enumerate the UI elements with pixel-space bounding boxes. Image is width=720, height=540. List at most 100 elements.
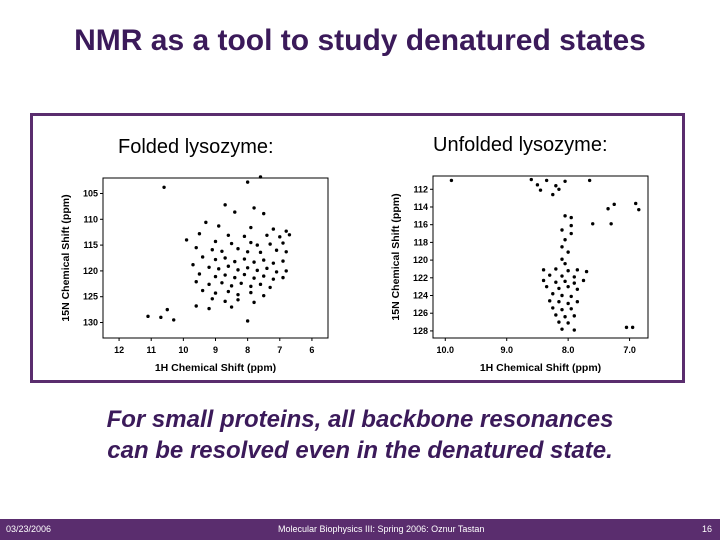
footer-date: 03/23/2006 bbox=[6, 524, 52, 534]
peak-point bbox=[541, 268, 546, 272]
peak-point bbox=[560, 327, 564, 331]
peak-point bbox=[268, 242, 272, 246]
peak-point bbox=[223, 256, 227, 260]
x-tick-label: 7.0 bbox=[623, 345, 636, 355]
peak-point bbox=[554, 313, 558, 317]
folded-hsqc-chart: 12 11 10 9 8 7 6 105 110 115 120 125 130 1H Chemical … bbox=[60, 175, 329, 374]
peak-point bbox=[634, 201, 638, 206]
peak-point bbox=[529, 177, 533, 182]
peak-point bbox=[544, 284, 549, 289]
x-axis-label: 1H Chemical Shift (ppm) bbox=[480, 362, 601, 374]
peak-point bbox=[229, 305, 234, 309]
peak-point bbox=[242, 257, 247, 261]
peak-point bbox=[575, 287, 580, 292]
peak-point bbox=[572, 281, 576, 285]
peak-point bbox=[210, 297, 214, 301]
peak-point bbox=[630, 325, 635, 330]
footer-page-number: 16 bbox=[701, 524, 712, 534]
peak-point bbox=[591, 222, 595, 226]
slide-title: NMR as a tool to study denatured states bbox=[74, 24, 646, 57]
peak-point bbox=[281, 241, 285, 245]
peak-point bbox=[563, 179, 567, 184]
peak-point bbox=[194, 304, 198, 308]
y-tick-label: 130 bbox=[83, 318, 98, 328]
peak-point bbox=[233, 275, 237, 280]
peak-point bbox=[239, 281, 243, 285]
y-tick-label: 110 bbox=[83, 214, 98, 224]
footer-course: Molecular Biophysics III: Spring 2006: O… bbox=[278, 524, 485, 534]
y-axis-label: 15N Chemical Shift (ppm) bbox=[60, 194, 72, 321]
peak-point bbox=[566, 284, 570, 289]
peak-point bbox=[162, 185, 166, 189]
peak-point bbox=[236, 292, 240, 297]
peak-point bbox=[271, 261, 276, 265]
peak-point bbox=[200, 288, 205, 293]
peak-point bbox=[271, 227, 276, 231]
peak-point bbox=[242, 234, 247, 239]
y-tick-label: 126 bbox=[413, 308, 428, 318]
peak-point bbox=[569, 215, 573, 220]
peak-point bbox=[236, 247, 240, 251]
peak-point bbox=[569, 231, 573, 236]
peak-point bbox=[252, 276, 256, 280]
peak-point bbox=[554, 184, 558, 188]
peak-point bbox=[226, 233, 231, 237]
peak-point bbox=[245, 180, 250, 184]
peak-point bbox=[255, 243, 259, 247]
peak-point bbox=[551, 306, 555, 310]
y-tick-label: 112 bbox=[413, 184, 428, 194]
peak-point bbox=[563, 279, 567, 284]
unfolded-hsqc-chart: 10.0 9.0 8.0 7.0 112 114 116 118 120 122 124 126 128… bbox=[390, 175, 649, 374]
peak-point bbox=[223, 273, 227, 277]
x-tick-label: 12 bbox=[114, 345, 124, 355]
peak-point bbox=[551, 192, 555, 197]
x-axis-label: 1H Chemical Shift (ppm) bbox=[155, 362, 276, 374]
y-tick-label: 118 bbox=[413, 237, 428, 247]
peak-point bbox=[213, 257, 218, 262]
peak-point bbox=[572, 275, 576, 279]
y-tick-label: 124 bbox=[413, 291, 428, 301]
peak-point bbox=[569, 294, 573, 299]
peak-point bbox=[245, 319, 250, 323]
peak-point bbox=[213, 274, 218, 279]
peak-point bbox=[262, 258, 266, 262]
peak-point bbox=[569, 223, 573, 228]
peak-point bbox=[551, 292, 555, 296]
peak-point bbox=[184, 238, 189, 242]
x-tick-label: 6 bbox=[309, 345, 314, 355]
peak-point bbox=[575, 268, 580, 272]
peak-point bbox=[637, 207, 641, 212]
peak-point bbox=[213, 239, 218, 244]
y-tick-label: 125 bbox=[83, 292, 98, 302]
slide-footer: 03/23/2006 Molecular Biophysics III: Spr… bbox=[0, 519, 720, 540]
y-tick-label: 115 bbox=[83, 240, 98, 250]
peak-point bbox=[566, 321, 570, 325]
peak-point bbox=[535, 183, 540, 187]
peak-point bbox=[236, 298, 240, 302]
peak-point bbox=[200, 255, 205, 259]
peak-point bbox=[226, 264, 231, 268]
peak-point bbox=[563, 261, 567, 266]
peak-point bbox=[207, 265, 211, 269]
peak-point bbox=[606, 207, 610, 211]
peak-point bbox=[624, 325, 629, 330]
peak-point bbox=[560, 228, 564, 232]
peak-point bbox=[538, 188, 543, 192]
peak-point bbox=[191, 263, 195, 267]
peak-point bbox=[548, 273, 552, 277]
peak-point bbox=[284, 250, 288, 254]
y-tick-label: 105 bbox=[83, 188, 98, 198]
peak-point bbox=[560, 307, 564, 312]
peak-point bbox=[220, 249, 224, 253]
peak-point bbox=[278, 235, 282, 239]
peak-point bbox=[566, 301, 570, 306]
peak-point bbox=[255, 268, 259, 273]
peak-point bbox=[560, 245, 564, 249]
peak-point bbox=[252, 206, 256, 210]
peak-point bbox=[548, 299, 552, 303]
spectra-panel: Folded lysozyme: Unfolded lysozyme: 12 11… bbox=[30, 113, 685, 383]
x-tick-label: 8.0 bbox=[562, 345, 575, 355]
peak-point bbox=[159, 315, 163, 320]
peak-point bbox=[258, 282, 263, 287]
x-tick-label: 9.0 bbox=[500, 345, 513, 355]
